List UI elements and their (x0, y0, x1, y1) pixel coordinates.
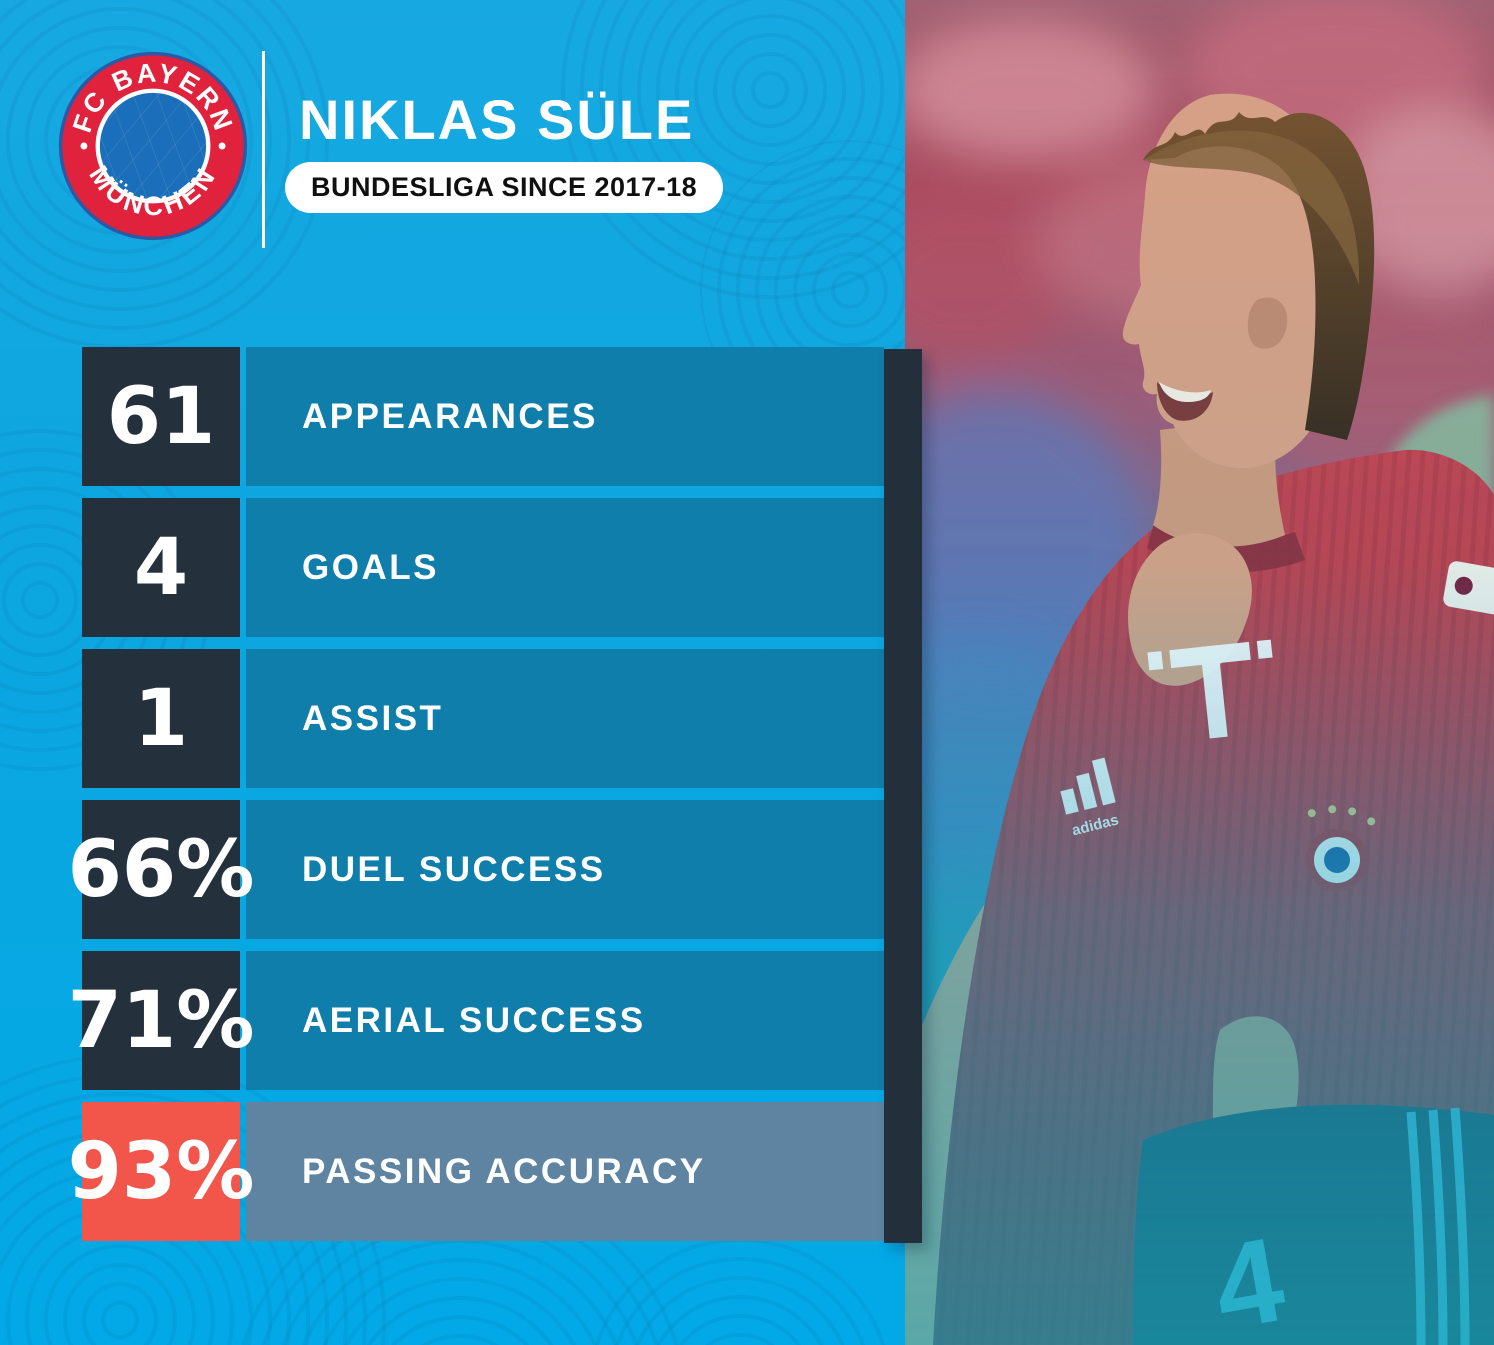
stats-end-strip (884, 349, 922, 1243)
stat-value: 1 (82, 649, 240, 788)
stat-bar: ASSIST (246, 649, 884, 788)
stat-label: DUEL SUCCESS (302, 849, 606, 889)
stat-bar: PASSING ACCURACY (246, 1102, 884, 1241)
stat-bar: GOALS (246, 498, 884, 637)
stat-value: 61 (82, 347, 240, 486)
stat-value: 71% (68, 951, 254, 1090)
stat-row: 4 GOALS (82, 498, 884, 637)
stats-list: 61 APPEARANCES 4 GOALS 1 ASSIST 66% DUEL… (68, 347, 884, 1253)
stat-bar: DUEL SUCCESS (246, 800, 884, 939)
stat-row: 61 APPEARANCES (82, 347, 884, 486)
stat-bar: APPEARANCES (246, 347, 884, 486)
stat-row: 71% AERIAL SUCCESS (68, 951, 884, 1090)
stat-bar: AERIAL SUCCESS (246, 951, 884, 1090)
club-crest-logo: FC BAYERN MÜNCHEN (58, 51, 248, 241)
header-divider (262, 51, 265, 248)
page-title: NIKLAS SÜLE (299, 88, 695, 151)
crest-lozenge-core (95, 88, 211, 204)
stat-row: 1 ASSIST (82, 649, 884, 788)
stat-label: GOALS (302, 547, 439, 587)
stat-label: ASSIST (302, 698, 444, 738)
subtitle-badge-label: BUNDESLIGA SINCE 2017-18 (311, 172, 698, 202)
stat-label: APPEARANCES (302, 396, 598, 436)
stat-value: 4 (82, 498, 240, 637)
stat-row: 93% PASSING ACCURACY (68, 1102, 884, 1241)
subtitle-badge: BUNDESLIGA SINCE 2017-18 (285, 162, 724, 213)
player-photo: adidas (905, 0, 1494, 1345)
stat-value: 93% (68, 1102, 254, 1241)
stat-label: AERIAL SUCCESS (302, 1000, 646, 1040)
stat-label: PASSING ACCURACY (302, 1151, 706, 1191)
stat-row: 66% DUEL SUCCESS (68, 800, 884, 939)
stat-value: 66% (68, 800, 254, 939)
